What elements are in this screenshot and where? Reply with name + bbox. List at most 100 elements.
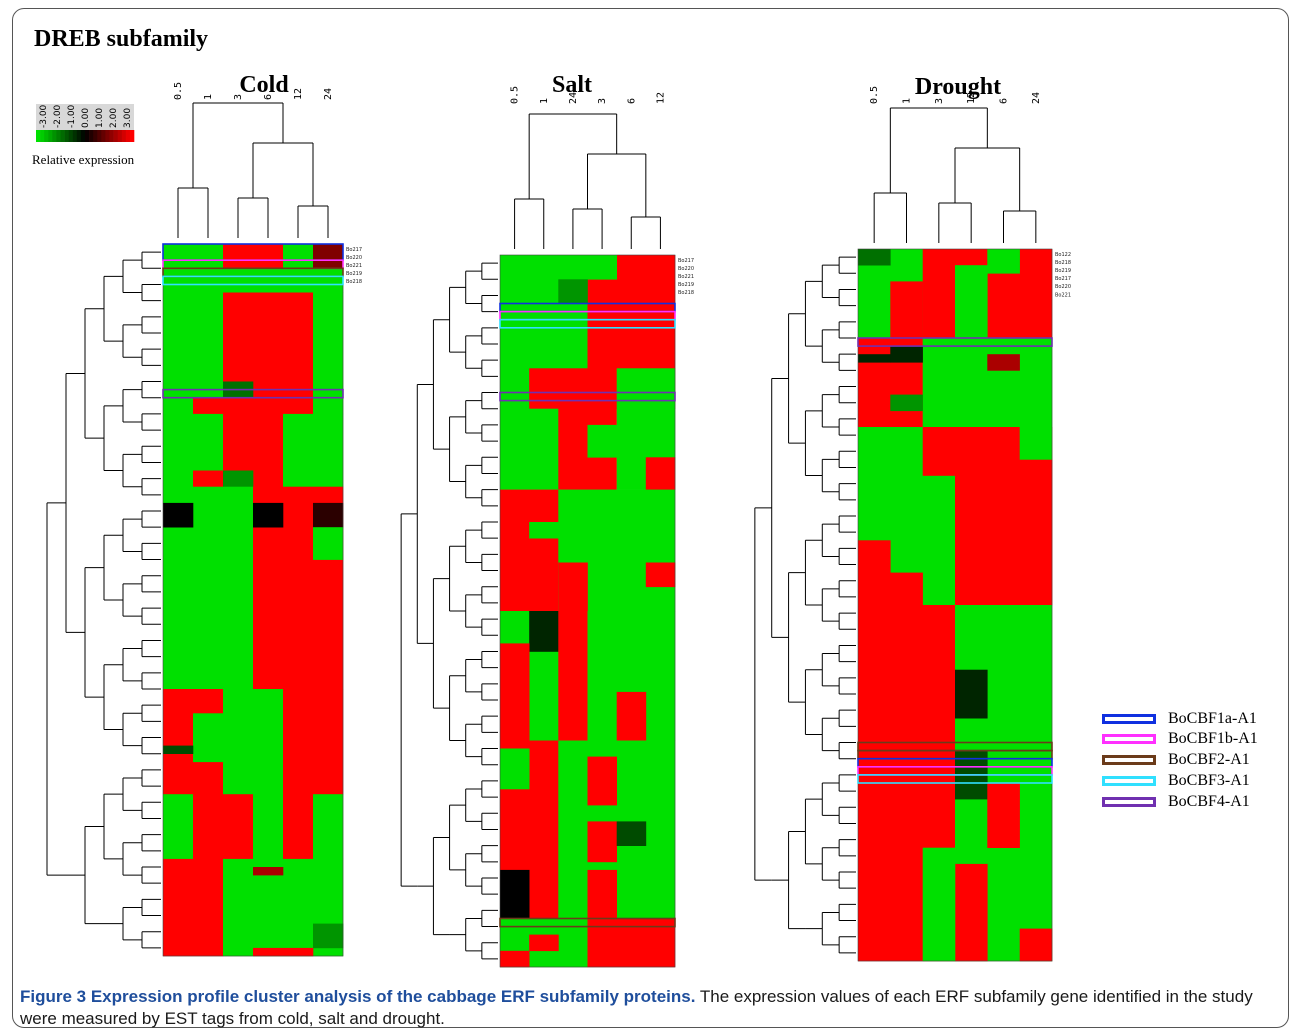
scale-tick-label: 0.00 [81,108,91,128]
heatmap-cell [500,869,530,919]
row-label: Bo221 [346,263,362,269]
heatmap-cell [922,847,956,962]
heatmap-cell [858,354,891,363]
scale-swatch [64,130,69,142]
figure-frame [12,8,1289,1028]
heatmap-cell [587,821,617,863]
legend-label: BoCBF2-A1 [1168,751,1250,768]
column-label: 12 [966,92,977,104]
heatmap-cell [500,748,530,790]
heatmap-cell [193,470,224,487]
column-label: 24 [1031,92,1042,104]
column-label: 3 [597,98,608,104]
heatmap-cell [890,394,923,412]
legend-swatch [1102,714,1156,724]
heatmap-cell [987,249,1020,274]
row-label: Bo217 [1055,276,1071,282]
heatmap-cell [890,281,923,339]
scale-swatch [109,130,114,142]
cbf-highlight-box [162,275,344,286]
scale-swatch [72,130,78,142]
scale-swatch [60,130,65,142]
column-label: 6 [999,98,1010,104]
heatmap-cell [193,397,224,415]
legend-swatch [1102,797,1156,807]
heatmap-cell [313,794,344,860]
heatmap-cell [163,689,194,795]
scale-swatch [89,130,94,142]
column-label: 1 [539,98,550,104]
row-label: Bo221 [678,274,694,280]
heatmap-cell [558,279,588,304]
salt-title: Salt [551,72,592,98]
heatmap-cell [955,863,988,962]
cbf-highlight-box [857,774,1053,784]
legend-label: BoCBF3-A1 [1168,772,1250,789]
cbf-highlight-box [162,388,344,399]
heatmap-cell [987,354,1020,371]
column-label: 0.5 [173,82,184,100]
column-label: 1 [203,94,214,100]
drought-title: Drought [914,74,1002,100]
scale-swatch [113,130,118,142]
heatmap-cell [163,858,224,957]
column-label: 12 [655,92,666,104]
heatmap-cell [529,611,559,652]
scale-tick-label: -3.00 [39,104,49,128]
row-label: Bo219 [678,282,694,288]
heatmap-cell [313,689,344,795]
heatmap-cell [193,713,224,763]
heatmap-cell [587,255,617,280]
scale-swatch [36,130,41,142]
scale-swatch [56,130,61,142]
figure-caption: Figure 3 Expression profile cluster anal… [20,986,1275,1030]
heatmap-cell [163,268,344,293]
column-label: 12 [293,88,304,100]
row-label: Bo217 [346,247,362,253]
heatmap-cell [313,527,344,560]
heatmap-cell [500,408,559,490]
row-label: Bo218 [678,290,694,296]
row-label: Bo220 [1055,284,1071,290]
legend-swatch [1102,776,1156,786]
heatmap-cell [500,368,530,410]
scale-tick-label: 1.00 [95,108,105,128]
column-label: 0.5 [510,86,521,104]
heatmap-cell [1019,928,1053,962]
scale-swatch [117,130,123,142]
scale-tick-label: 3.00 [123,108,133,128]
column-label: 3 [233,94,244,100]
scale-swatch [76,130,82,142]
heatmap-cell [283,794,314,860]
row-label: Bo220 [346,255,362,261]
legend-swatch [1102,734,1156,744]
scale-tick-backdrop [36,104,134,130]
heatmap-cell [858,540,891,606]
heatmap-cell [313,502,344,528]
heatmap-cell [890,346,923,363]
heatmap-cell [500,950,530,968]
heatmap-cell [558,740,588,919]
heatmap-cell [253,947,314,957]
scale-swatch [105,130,110,142]
heatmap-cell [283,689,314,795]
cold-title: Cold [239,72,289,98]
scale-swatch [101,130,106,142]
heatmap-cell [890,572,923,606]
caption-body: The expression values of each ERF subfam… [20,987,1253,1028]
row-label: Bo218 [346,279,362,285]
scale-swatch [52,130,57,142]
scale-swatch [48,130,53,142]
heatmap-cell [500,489,559,612]
row-label: Bo219 [1055,268,1071,274]
row-label: Bo217 [678,258,694,264]
scale-swatch [93,130,98,142]
legend-label: BoCBF1a-A1 [1168,710,1257,727]
heatmap-cell [193,794,254,860]
column-label: 3 [934,98,945,104]
row-label: Bo219 [346,271,362,277]
heatmap-cell [587,869,617,919]
panel-title: DREB subfamily [34,26,209,52]
heatmap-cell [1019,459,1053,606]
